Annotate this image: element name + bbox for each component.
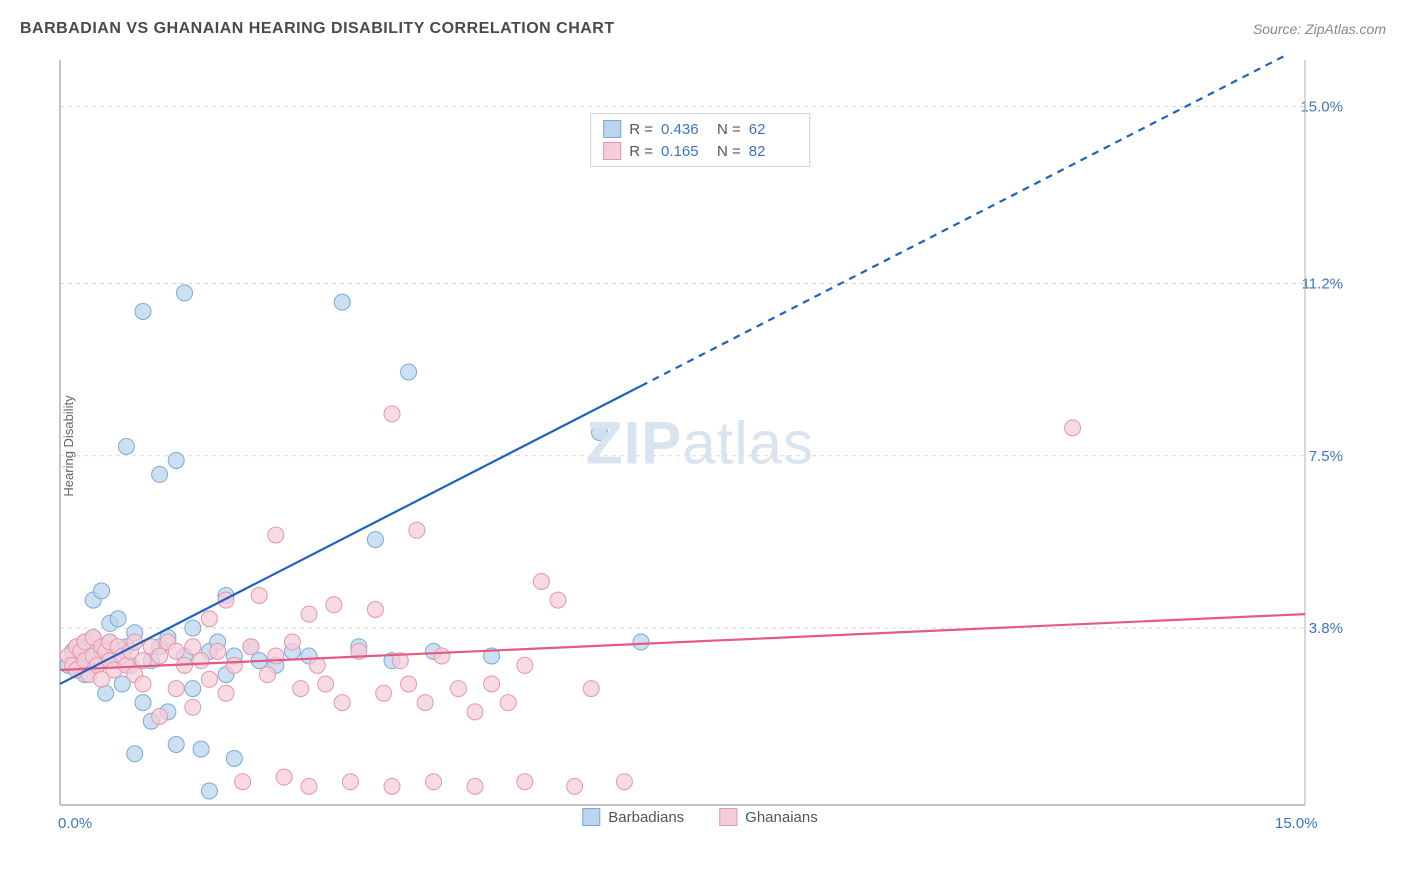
legend-bottom: Barbadians Ghanaians	[582, 808, 817, 826]
svg-text:11.2%: 11.2%	[1302, 276, 1343, 293]
legend-item-ghanaians: Ghanaians	[719, 808, 818, 826]
svg-text:7.5%: 7.5%	[1309, 448, 1343, 465]
swatch-ghanaians	[603, 142, 621, 160]
legend-item-barbadians: Barbadians	[582, 808, 684, 826]
chart-title: BARBADIAN VS GHANAIAN HEARING DISABILITY…	[20, 20, 615, 38]
svg-text:15.0%: 15.0%	[1300, 99, 1343, 116]
source-attribution: Source: ZipAtlas.com	[1253, 21, 1386, 37]
legend-swatch-ghanaians	[719, 808, 737, 826]
x-axis-max-label: 15.0%	[1275, 815, 1318, 832]
legend-swatch-barbadians	[582, 808, 600, 826]
stats-row-barbadians: R = 0.436 N = 62	[603, 118, 797, 140]
scatter-plot: 3.8% 7.5% 11.2% 15.0%	[55, 55, 1345, 830]
x-axis-min-label: 0.0%	[58, 815, 92, 832]
chart-area: 3.8%7.5%11.2%15.0% ZIPatlas R = 0.436 N …	[55, 55, 1345, 830]
stats-row-ghanaians: R = 0.165 N = 82	[603, 140, 797, 162]
svg-text:3.8%: 3.8%	[1309, 620, 1343, 637]
stats-legend-box: R = 0.436 N = 62 R = 0.165 N = 82	[590, 113, 810, 167]
header-bar: BARBADIAN VS GHANAIAN HEARING DISABILITY…	[20, 20, 1386, 38]
swatch-barbadians	[603, 120, 621, 138]
